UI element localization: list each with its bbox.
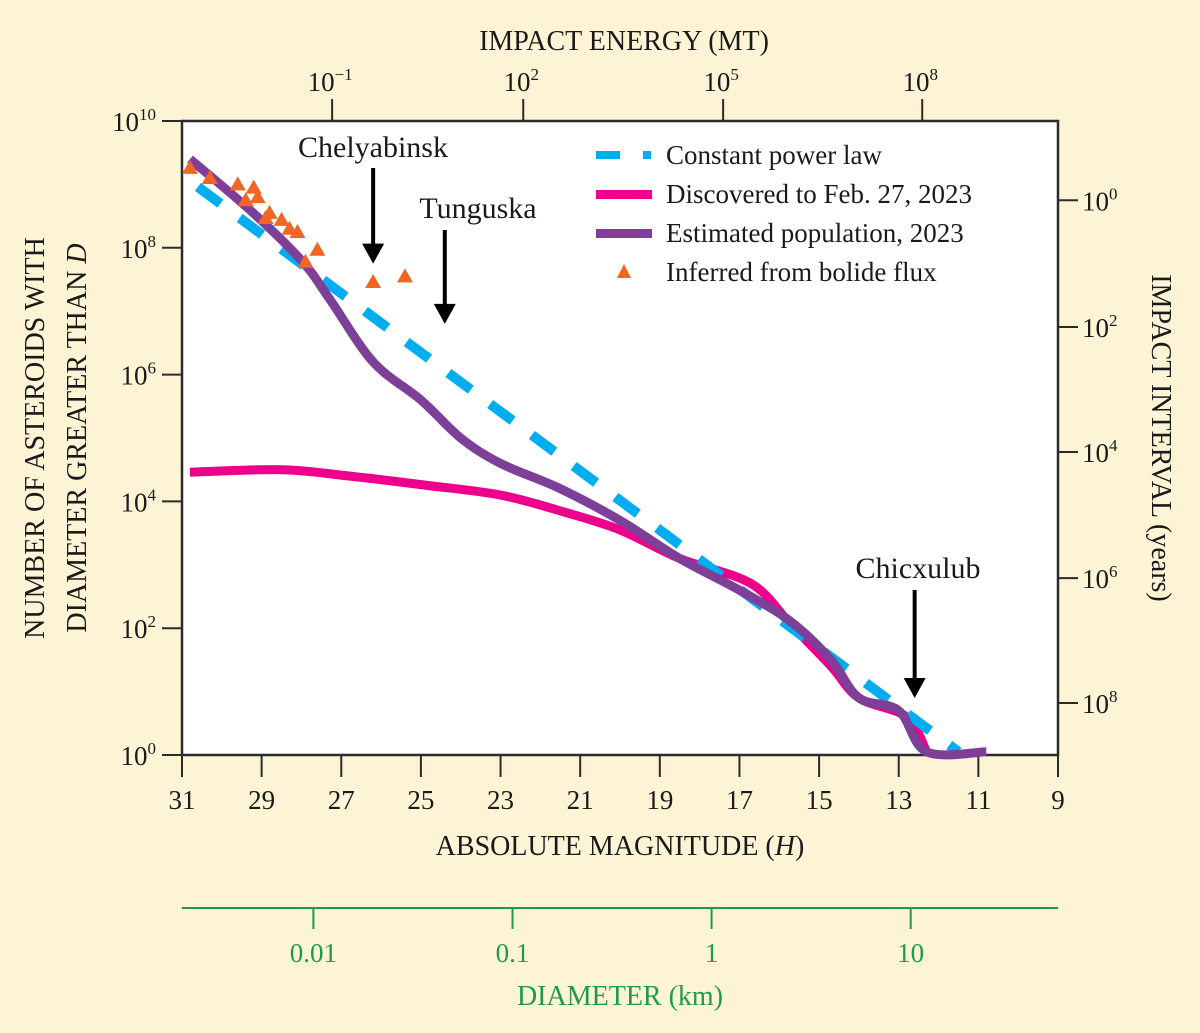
x-tick-label: 27: [328, 785, 355, 815]
right-tick-label: 106: [1082, 562, 1118, 594]
top-tick-label: 105: [703, 65, 739, 97]
top-tick-label: 102: [503, 65, 539, 97]
annotation-label: Chicxulub: [856, 552, 981, 585]
y-tick-label: 100: [121, 739, 157, 771]
annotation-label: Tunguska: [419, 192, 536, 225]
legend-swatch-triangle: [617, 264, 631, 278]
x-tick-label: 23: [487, 785, 514, 815]
svg-text:NUMBER OF ASTEROIDS WITH: NUMBER OF ASTEROIDS WITH: [20, 237, 51, 639]
x-tick-label: 31: [169, 785, 196, 815]
y-tick-label: 104: [121, 485, 157, 517]
x-tick-label: 21: [567, 785, 594, 815]
bolide-flux-marker: [201, 170, 218, 185]
bolide-flux-marker: [249, 189, 266, 204]
x-axis-title: ABSOLUTE MAGNITUDE (H): [436, 831, 805, 862]
y-tick-label: 108: [121, 232, 157, 264]
y-tick-label: 102: [121, 612, 157, 644]
bolide-flux-marker: [309, 241, 326, 256]
legend-label: Inferred from bolide flux: [666, 257, 937, 287]
diameter-axis-title: DIAMETER (km): [517, 981, 723, 1012]
diameter-tick-label: 0.1: [496, 938, 530, 968]
top-axis-title: IMPACT ENERGY (MT): [479, 26, 769, 57]
right-tick-label: 100: [1082, 184, 1118, 216]
x-tick-label: 19: [646, 785, 673, 815]
plot-area: [180, 119, 1060, 757]
legend-swatch-dashed: [643, 151, 651, 159]
diameter-tick-label: 1: [705, 938, 719, 968]
right-tick-label: 108: [1082, 687, 1118, 719]
legend-label: Discovered to Feb. 27, 2023: [666, 179, 972, 209]
legend-swatch-dashed: [596, 151, 620, 159]
diameter-tick-label: 0.01: [290, 938, 337, 968]
bolide-flux-marker: [273, 211, 290, 226]
top-tick-label: 10−1: [308, 65, 353, 97]
legend-label: Estimated population, 2023: [666, 218, 964, 248]
x-tick-label: 25: [407, 785, 434, 815]
bolide-flux-marker: [289, 223, 306, 238]
y-tick-label: 1010: [112, 105, 156, 137]
x-tick-label: 11: [965, 785, 991, 815]
svg-text:IMPACT INTERVAL (years): IMPACT INTERVAL (years): [1145, 274, 1176, 602]
y-tick-label: 106: [121, 359, 157, 391]
legend: Constant power law Discovered to Feb. 27,…: [596, 140, 972, 287]
bolide-flux-marker: [181, 159, 198, 174]
top-tick-label: 108: [902, 65, 938, 97]
x-tick-label: 9: [1051, 785, 1065, 815]
right-tick-label: 102: [1082, 311, 1118, 343]
bolide-flux-marker: [396, 268, 413, 283]
x-tick-label: 29: [248, 785, 275, 815]
right-axis-title: IMPACT INTERVAL (years): [1145, 274, 1176, 602]
bolide-flux-marker: [229, 176, 246, 191]
diameter-tick-label: 10: [897, 938, 924, 968]
bolide-flux-marker: [257, 210, 274, 225]
x-tick-label: 13: [885, 785, 912, 815]
right-tick-label: 104: [1082, 436, 1118, 468]
bolide-flux-marker: [237, 192, 254, 207]
annotation-label: Chelyabinsk: [298, 131, 448, 164]
annotation-arrow-head: [903, 677, 926, 698]
legend-swatch-line: [596, 229, 652, 238]
x-tick-label: 15: [806, 785, 833, 815]
x-tick-label: 17: [726, 785, 753, 815]
legend-label: Constant power law: [666, 140, 882, 170]
svg-text:DIAMETER GREATER THAN D: DIAMETER GREATER THAN D: [62, 243, 93, 632]
y-axis-title: NUMBER OF ASTEROIDS WITH DIAMETER GREATE…: [20, 237, 93, 639]
legend-swatch-line: [596, 190, 652, 199]
bolide-flux-marker: [365, 274, 382, 289]
estimated-population-line: [187, 155, 987, 760]
annotation-arrow-head: [433, 303, 456, 324]
annotation-arrow-head: [362, 243, 385, 264]
bolide-flux-marker: [297, 253, 314, 268]
